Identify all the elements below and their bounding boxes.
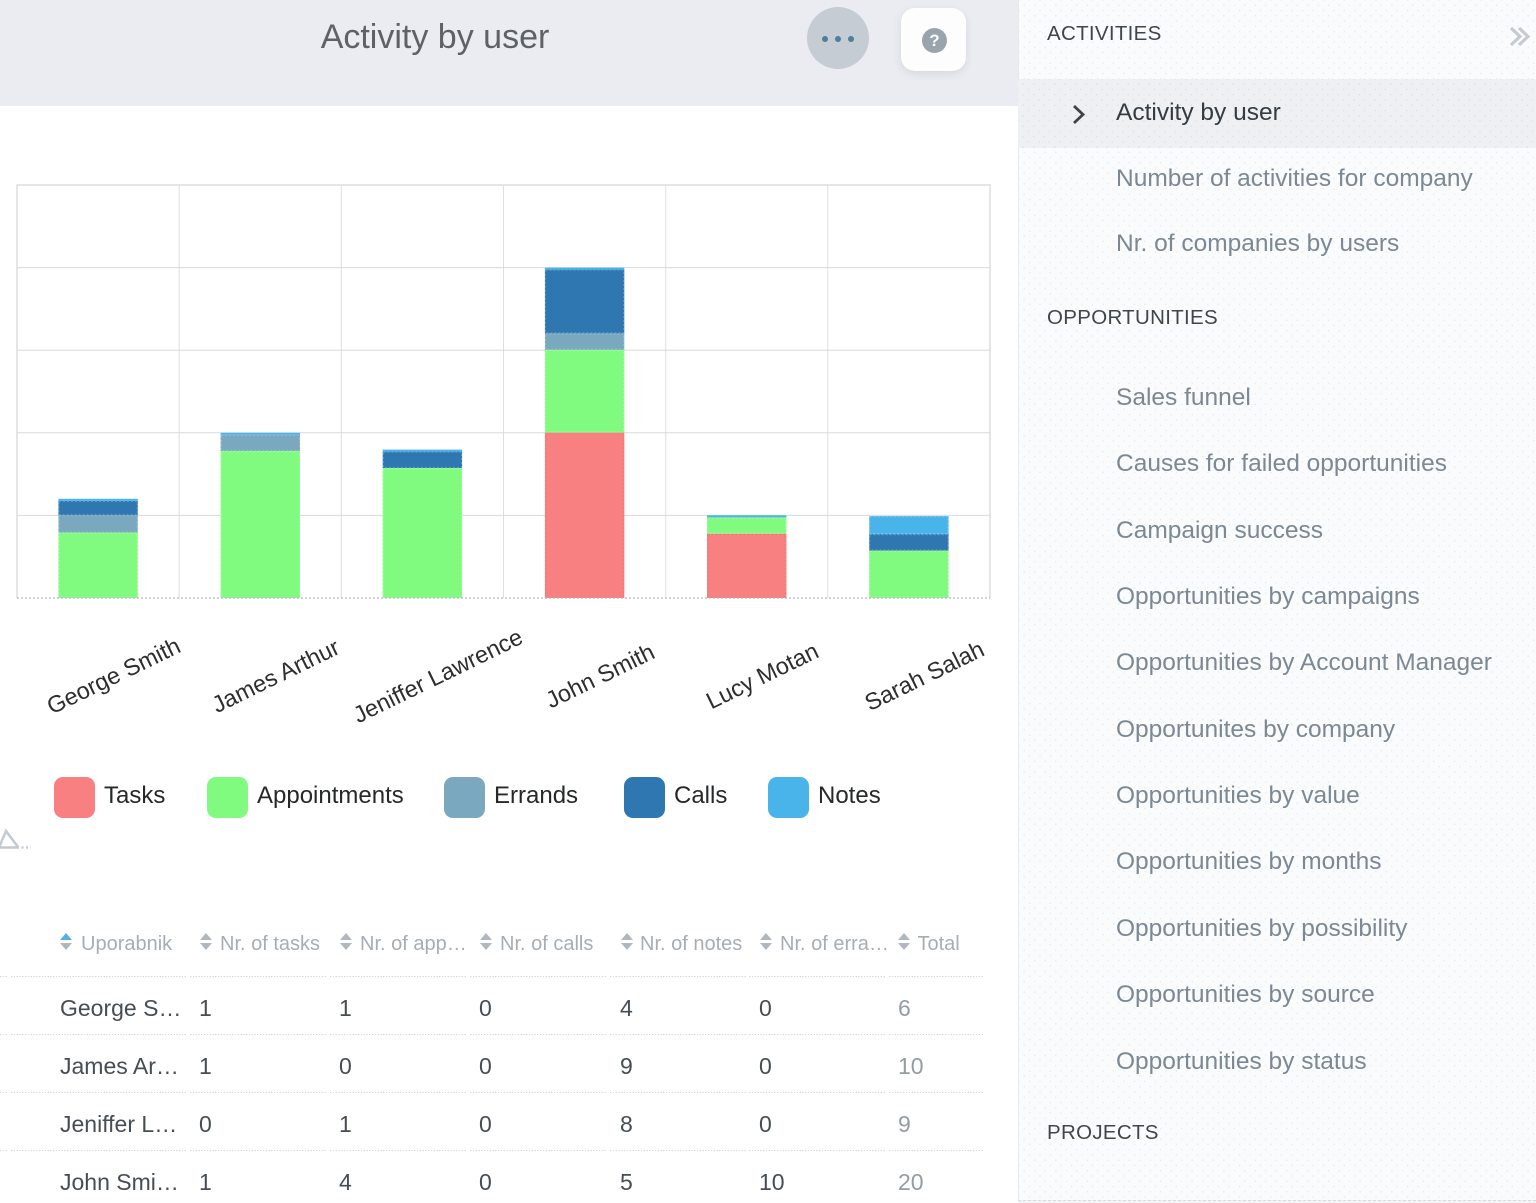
svg-text:George Smith: George Smith (43, 632, 185, 719)
svg-text:James Arthur: James Arthur (208, 634, 344, 718)
svg-text:Jeniffer Lawrence: Jeniffer Lawrence (349, 624, 527, 728)
svg-text:Lucy Motan: Lucy Motan (702, 637, 823, 714)
svg-text:Errands: Errands (494, 782, 578, 809)
svg-text:Tasks: Tasks (104, 782, 165, 809)
svg-text:Sarah Salah: Sarah Salah (861, 636, 989, 716)
svg-text:Notes: Notes (818, 782, 881, 809)
svg-text:Calls: Calls (674, 782, 727, 809)
svg-text:John Smith: John Smith (542, 638, 659, 713)
svg-text:Appointments: Appointments (257, 782, 404, 809)
